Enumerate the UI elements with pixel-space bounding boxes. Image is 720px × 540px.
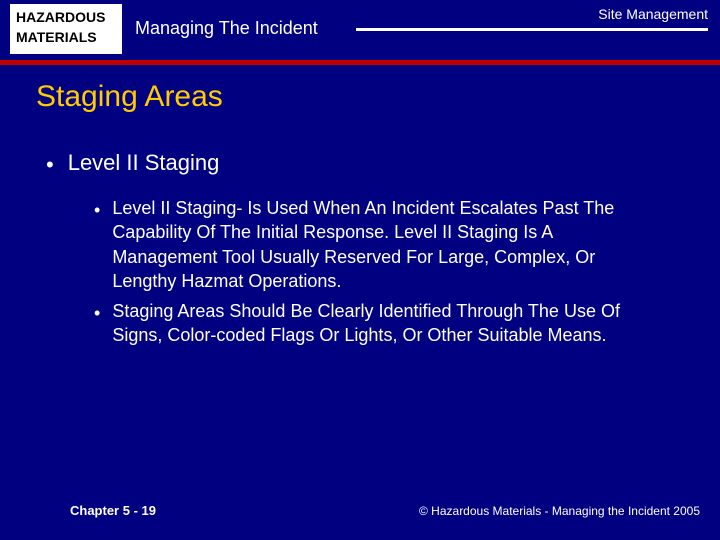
bullet-level2: • Staging Areas Should Be Clearly Identi… bbox=[40, 299, 680, 348]
header-rule bbox=[356, 28, 708, 31]
badge-line1: HAZARDOUS bbox=[16, 8, 116, 28]
bullet-dot-icon: • bbox=[94, 198, 100, 222]
bullet-level2-text: Level II Staging- Is Used When An Incide… bbox=[112, 196, 650, 293]
footer-copyright: © Hazardous Materials - Managing the Inc… bbox=[419, 504, 700, 518]
slide-title: Staging Areas bbox=[36, 80, 223, 114]
section-title: Site Management bbox=[598, 6, 708, 22]
slide-content: • Level II Staging • Level II Staging- I… bbox=[40, 150, 680, 354]
bullet-dot-icon: • bbox=[46, 152, 54, 178]
badge-line2: MATERIALS bbox=[16, 28, 116, 48]
bullet-level1-text: Level II Staging bbox=[68, 150, 220, 176]
course-title: Managing The Incident bbox=[135, 18, 318, 39]
hazmat-badge: HAZARDOUS MATERIALS bbox=[10, 4, 122, 54]
footer-chapter: Chapter 5 - 19 bbox=[70, 503, 156, 518]
slide-header: HAZARDOUS MATERIALS Managing The Inciden… bbox=[0, 0, 720, 60]
bullet-level2: • Level II Staging- Is Used When An Inci… bbox=[40, 196, 680, 293]
bullet-dot-icon: • bbox=[94, 301, 100, 325]
bullet-level2-text: Staging Areas Should Be Clearly Identifi… bbox=[112, 299, 650, 348]
red-divider bbox=[0, 60, 720, 65]
bullet-level1: • Level II Staging bbox=[40, 150, 680, 178]
